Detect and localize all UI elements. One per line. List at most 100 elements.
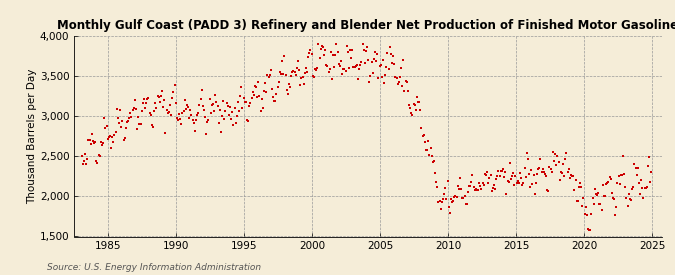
Point [307,73,318,78]
Point [359,61,370,65]
Point [638,196,649,200]
Point [529,192,540,196]
Point [639,186,650,190]
Point [603,180,614,184]
Point [317,45,328,49]
Point [469,188,480,192]
Point [130,107,141,112]
Point [233,100,244,104]
Point [207,103,217,107]
Point [331,42,342,46]
Point [133,115,144,120]
Y-axis label: Thousand Barrels per Day: Thousand Barrels per Day [27,68,37,204]
Point [117,119,128,123]
Point [591,191,601,196]
Point [510,174,521,179]
Point [408,101,419,106]
Point [113,121,124,125]
Point [489,186,500,191]
Point [219,117,230,121]
Point [338,67,349,71]
Point [468,185,479,190]
Point [644,155,655,160]
Point [456,187,466,191]
Point [230,121,241,125]
Point [423,139,433,144]
Point [495,169,506,174]
Point [119,136,130,141]
Point [188,121,199,126]
Point [426,154,437,159]
Point [552,153,563,158]
Point [145,113,156,117]
Point [273,79,284,84]
Point [88,141,99,145]
Point [352,76,363,81]
Point [253,80,264,84]
Point [484,176,495,180]
Point [347,48,358,53]
Point [302,69,313,74]
Point [551,163,562,167]
Point [549,152,560,156]
Point [355,63,366,68]
Point [325,50,336,54]
Point [396,65,406,70]
Point [546,170,557,174]
Point [92,161,103,165]
Point [520,175,531,179]
Point [434,199,445,203]
Point [481,173,491,177]
Point [553,160,564,164]
Point [287,70,298,74]
Point [100,125,111,130]
Point [494,174,505,178]
Point [543,189,554,194]
Point [462,189,473,194]
Point [282,92,293,97]
Point [371,59,381,63]
Point [583,226,593,231]
Point [292,65,302,70]
Point [596,208,607,212]
Point [599,194,610,198]
Point [409,102,420,107]
Point [312,66,323,70]
Point [539,171,550,176]
Point [99,116,109,120]
Point [319,52,329,57]
Point [278,72,289,77]
Point [223,113,234,117]
Point [574,185,585,189]
Point [259,89,269,94]
Point [465,184,476,188]
Point [250,84,261,89]
Point [442,178,453,183]
Point [205,97,215,101]
Point [629,161,640,166]
Point [317,44,327,49]
Point [246,96,257,100]
Point [160,131,171,136]
Point [288,68,299,73]
Point [419,139,430,144]
Point [280,73,291,77]
Point [501,192,512,196]
Point [173,118,184,123]
Point [182,103,192,107]
Point [562,170,573,174]
Point [275,70,286,74]
Point [567,174,578,178]
Point [377,57,388,62]
Point [292,59,303,64]
Point [421,147,431,152]
Point [517,183,528,188]
Point [385,52,396,56]
Point [190,118,201,122]
Point [116,125,127,130]
Point [641,186,651,190]
Point [592,193,603,197]
Point [606,191,617,195]
Point [150,101,161,105]
Point [109,133,120,138]
